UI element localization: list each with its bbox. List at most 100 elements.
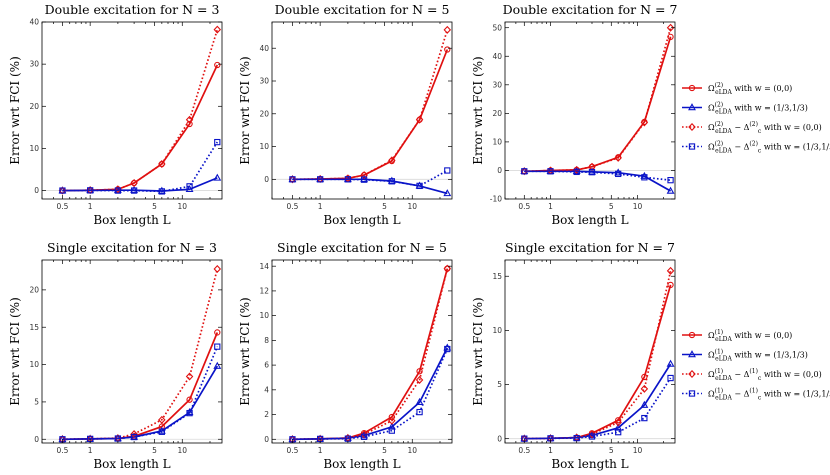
chart-title: Single excitation for N = 7 <box>505 240 675 255</box>
x-tick-label: 10 <box>633 202 643 211</box>
data-point-4 <box>521 168 528 175</box>
y-tick-label: 50 <box>492 23 502 32</box>
y-tick-label: 40 <box>492 52 502 61</box>
legend-double-excitation: Ω(2) eLDA with w = (0,0) Ω (2) eLDA with w =… <box>682 82 830 155</box>
legend-entry: Ω(1) eLDA with w = (1/3,1/3) <box>682 349 808 363</box>
legend-marker <box>688 143 696 150</box>
legend-label: Ω(1) eLDA − Δ(1)c with w = (0,0) <box>708 368 822 382</box>
legend-label-part: (1) <box>715 329 724 336</box>
legend-label: Ω(2) eLDA with w = (0,0) <box>708 82 792 96</box>
legend-marker <box>688 103 696 111</box>
data-point-4 <box>615 170 622 178</box>
x-tick-label: 0.5 <box>56 446 68 455</box>
series-line-1 <box>524 36 672 173</box>
data-point-1 <box>214 329 221 336</box>
x-tick-label: 1 <box>318 446 323 455</box>
x-axis-label: Box length L <box>323 457 400 471</box>
data-point-3 <box>588 430 596 439</box>
y-tick-label: 2 <box>264 410 269 419</box>
data-point-2 <box>640 400 649 408</box>
series-line-3 <box>524 27 672 173</box>
data-point-2 <box>387 422 396 430</box>
data-point-3 <box>130 430 138 439</box>
series-line-1 <box>62 332 219 441</box>
data-point-4 <box>641 174 648 181</box>
data-point-3 <box>388 416 396 425</box>
data-point-4 <box>289 176 296 183</box>
data-point-4 <box>641 414 648 422</box>
data-point-2 <box>443 189 452 197</box>
y-axis-label: Error wrt FCI (%) <box>8 56 22 164</box>
legend-label-part: with w = (1/3,1/3) <box>761 143 830 152</box>
x-tick-label: 5 <box>609 202 614 211</box>
legend-label-part: (1) <box>715 388 724 395</box>
data-point-4 <box>130 187 138 194</box>
data-point-3 <box>640 384 649 393</box>
data-point-3 <box>666 266 675 275</box>
data-point-2 <box>360 175 369 183</box>
data-point-4 <box>444 167 451 174</box>
data-point-4 <box>158 188 165 195</box>
chart-title: Single excitation for N = 5 <box>277 240 447 255</box>
x-axis-label: Box length L <box>93 457 170 471</box>
legend-label-part: eLDA <box>715 336 732 343</box>
y-tick-label: 20 <box>492 109 502 118</box>
y-tick-label: 40 <box>29 18 39 27</box>
data-point-1 <box>416 368 423 375</box>
plot-area <box>58 25 222 195</box>
series-line-4 <box>524 377 672 440</box>
data-point-2 <box>130 185 139 193</box>
y-tick-label: 10 <box>492 326 502 335</box>
data-point-4 <box>214 138 221 146</box>
y-tick-label: 10 <box>29 144 39 153</box>
legend-marker <box>688 390 696 397</box>
data-point-4 <box>588 433 596 440</box>
data-point-4 <box>388 178 395 185</box>
data-point-4 <box>344 176 352 183</box>
data-point-3 <box>666 23 675 32</box>
y-tick-label: 0 <box>34 186 39 195</box>
data-point-3 <box>614 418 622 427</box>
chart-title: Double excitation for N = 7 <box>503 2 678 17</box>
y-tick-label: 8 <box>264 336 269 345</box>
chart-panel-2: 0.5 1 5 10 0 10 20 30 40 Double excitation for N … <box>238 2 453 227</box>
data-point-2 <box>157 426 166 434</box>
y-tick-label: 15 <box>29 323 39 332</box>
legend-label: Ω(1) eLDA − Δ(1)c with w = (1/3,1/3) <box>708 388 830 402</box>
x-tick-label: 5 <box>382 446 387 455</box>
y-tick-label: 30 <box>259 77 269 86</box>
y-tick-label: 20 <box>29 285 39 294</box>
legend-entry: Ω(1) eLDA − Δ(1)c with w = (1/3,1/3) <box>682 388 830 402</box>
legend-label: Ω(2) eLDA − Δ(2)c with w = (0,0) <box>708 121 822 135</box>
series-line-1 <box>62 64 219 192</box>
y-tick-label: 12 <box>259 287 269 296</box>
y-tick-label: 0 <box>264 435 269 444</box>
legend-label-part: − Δ <box>732 390 750 399</box>
legend-entry: Ω(2) eLDA − Δ(2)c with w = (1/3,1/3) <box>682 141 830 155</box>
legend-marker <box>688 84 696 92</box>
series-line-3 <box>524 270 672 440</box>
y-tick-label: 10 <box>259 142 269 151</box>
x-axis-label: Box length L <box>323 213 400 227</box>
data-point-1 <box>667 281 674 289</box>
legend-label-part: Ω <box>708 104 715 113</box>
legend-label-part: (2) <box>749 141 758 148</box>
legend-label-part: eLDA <box>715 148 732 155</box>
x-tick-label: 5 <box>609 446 614 455</box>
x-axis-label: Box length L <box>551 457 628 471</box>
legend-label: Ω(1) eLDA with w = (1/3,1/3) <box>708 349 808 363</box>
x-tick-label: 5 <box>152 446 157 455</box>
data-point-2 <box>387 176 396 184</box>
data-point-3 <box>415 375 424 384</box>
x-tick-label: 1 <box>318 202 323 211</box>
plot-area <box>58 264 222 443</box>
legend-label-part: − Δ <box>732 123 750 132</box>
data-point-4 <box>388 427 395 434</box>
legend-label-part: (1) <box>715 349 724 356</box>
legend-label-part: with w = (1/3,1/3) <box>732 351 808 360</box>
y-tick-label: 0 <box>34 435 39 444</box>
y-tick-label: 20 <box>259 109 269 118</box>
legend-label-part: eLDA <box>715 395 732 402</box>
data-point-4 <box>573 434 580 442</box>
